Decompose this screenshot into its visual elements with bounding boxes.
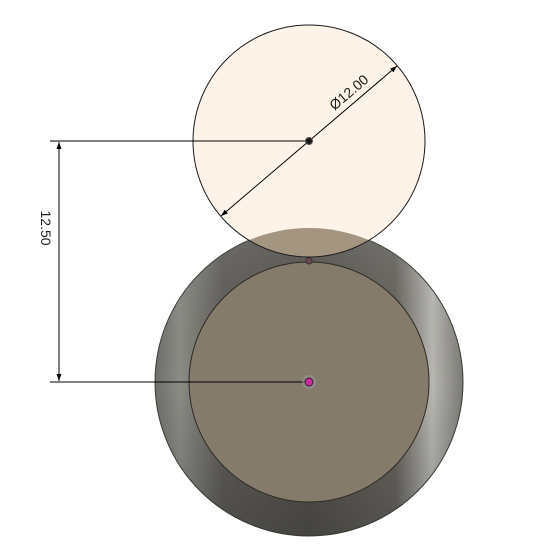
sketch-center-point[interactable] (305, 137, 313, 145)
distance-dimension-label[interactable]: 12.50 (38, 210, 54, 245)
distance-dimension[interactable]: 12.50 (38, 142, 62, 381)
origin-point-marker[interactable] (304, 377, 314, 387)
tangent-point[interactable] (305, 257, 313, 265)
origin-point[interactable] (302, 375, 316, 389)
